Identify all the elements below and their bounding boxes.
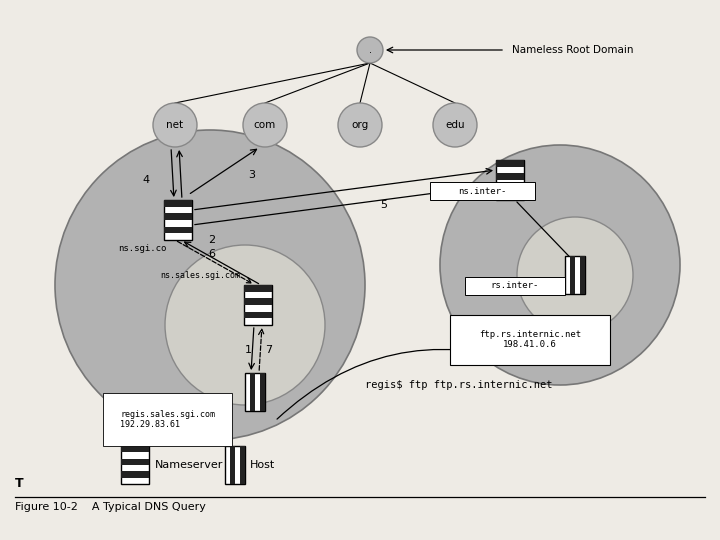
Circle shape bbox=[165, 245, 325, 405]
Text: regis$ ftp ftp.rs.internic.net: regis$ ftp ftp.rs.internic.net bbox=[365, 380, 552, 390]
Circle shape bbox=[433, 103, 477, 147]
Bar bbox=[164, 200, 192, 207]
Bar bbox=[164, 227, 192, 233]
Text: 3: 3 bbox=[248, 170, 255, 180]
Bar bbox=[450, 315, 610, 365]
Text: ns.inter-: ns.inter- bbox=[459, 186, 507, 195]
Bar bbox=[430, 182, 535, 200]
Text: edu: edu bbox=[445, 120, 465, 130]
Text: org: org bbox=[351, 120, 369, 130]
Text: Nameserver: Nameserver bbox=[155, 460, 223, 470]
Text: rs.inter-: rs.inter- bbox=[491, 281, 539, 291]
Bar bbox=[121, 458, 149, 465]
Circle shape bbox=[243, 103, 287, 147]
Bar bbox=[260, 373, 265, 411]
Text: com: com bbox=[254, 120, 276, 130]
Bar bbox=[244, 312, 272, 319]
Text: .: . bbox=[369, 45, 372, 55]
Bar bbox=[121, 446, 149, 453]
Text: ftp.rs.internic.net
198.41.0.6: ftp.rs.internic.net 198.41.0.6 bbox=[479, 330, 581, 349]
Bar bbox=[230, 446, 235, 484]
Text: Nameless Root Domain: Nameless Root Domain bbox=[512, 45, 634, 55]
Bar bbox=[245, 373, 265, 411]
Text: Host: Host bbox=[250, 460, 275, 470]
Circle shape bbox=[357, 37, 383, 63]
Text: ns.sales.sgi.com: ns.sales.sgi.com bbox=[160, 271, 240, 280]
Bar bbox=[565, 256, 585, 294]
Text: 4: 4 bbox=[142, 175, 149, 185]
Bar bbox=[496, 173, 524, 180]
Circle shape bbox=[440, 145, 680, 385]
Bar bbox=[164, 200, 192, 240]
Bar bbox=[244, 285, 272, 292]
Text: T: T bbox=[15, 477, 24, 490]
Text: 1: 1 bbox=[245, 345, 252, 355]
Circle shape bbox=[338, 103, 382, 147]
Bar bbox=[496, 187, 524, 193]
Bar bbox=[250, 373, 255, 411]
Bar bbox=[580, 256, 585, 294]
Bar bbox=[164, 213, 192, 220]
Bar bbox=[496, 160, 524, 167]
Circle shape bbox=[153, 103, 197, 147]
Text: Figure 10-2    A Typical DNS Query: Figure 10-2 A Typical DNS Query bbox=[15, 502, 206, 512]
Text: 7: 7 bbox=[265, 345, 272, 355]
Circle shape bbox=[517, 217, 633, 333]
Text: net: net bbox=[166, 120, 184, 130]
Bar bbox=[121, 471, 149, 478]
Bar bbox=[570, 256, 575, 294]
Bar bbox=[225, 446, 245, 484]
Circle shape bbox=[55, 130, 365, 440]
Text: ns.sgi.co: ns.sgi.co bbox=[118, 244, 166, 253]
Text: regis.sales.sgi.com
192.29.83.61: regis.sales.sgi.com 192.29.83.61 bbox=[120, 410, 215, 429]
Bar bbox=[121, 446, 149, 484]
Text: 2: 2 bbox=[208, 235, 215, 245]
Bar bbox=[244, 285, 272, 325]
Text: 5: 5 bbox=[380, 200, 387, 210]
Bar bbox=[496, 160, 524, 200]
Bar bbox=[244, 298, 272, 305]
Bar bbox=[465, 277, 565, 295]
Bar bbox=[240, 446, 245, 484]
Text: 6: 6 bbox=[208, 249, 215, 259]
